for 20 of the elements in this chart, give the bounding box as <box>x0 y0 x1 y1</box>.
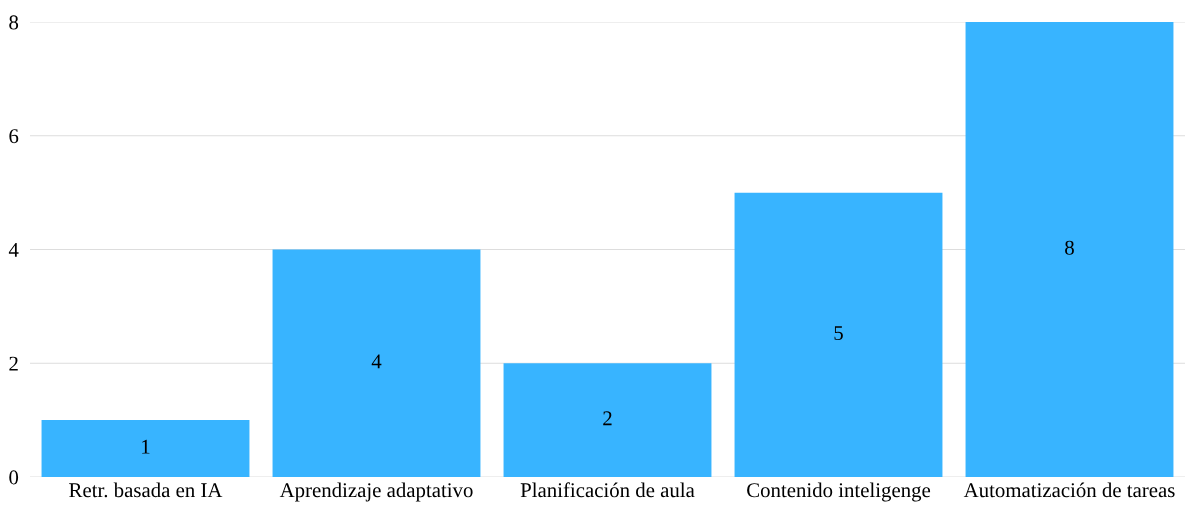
y-tick-label: 6 <box>9 129 19 144</box>
data-label: 5 <box>834 326 843 341</box>
bar <box>965 22 1174 477</box>
y-tick-label: 4 <box>8 243 19 257</box>
bar <box>41 420 250 477</box>
bar <box>734 192 943 477</box>
data-label: 1 <box>142 439 150 454</box>
y-tick-label: 8 <box>9 15 19 30</box>
data-label: 8 <box>1065 240 1074 255</box>
y-tick-label: 2 <box>9 356 18 371</box>
x-tick-label: Retr. basada en IA <box>69 482 223 498</box>
x-tick-label: Contenido inteligenge <box>747 482 931 502</box>
x-tick-label: Automatización de tareas <box>963 482 1175 498</box>
bar <box>272 249 481 477</box>
x-tick-label: Planificación de aula <box>520 482 695 498</box>
x-tick-label: Aprendizaje adaptativo <box>279 482 473 502</box>
data-label: 4 <box>371 354 382 369</box>
data-label: 2 <box>603 411 612 426</box>
y-tick-label: 0 <box>9 470 19 485</box>
bar <box>503 363 712 477</box>
